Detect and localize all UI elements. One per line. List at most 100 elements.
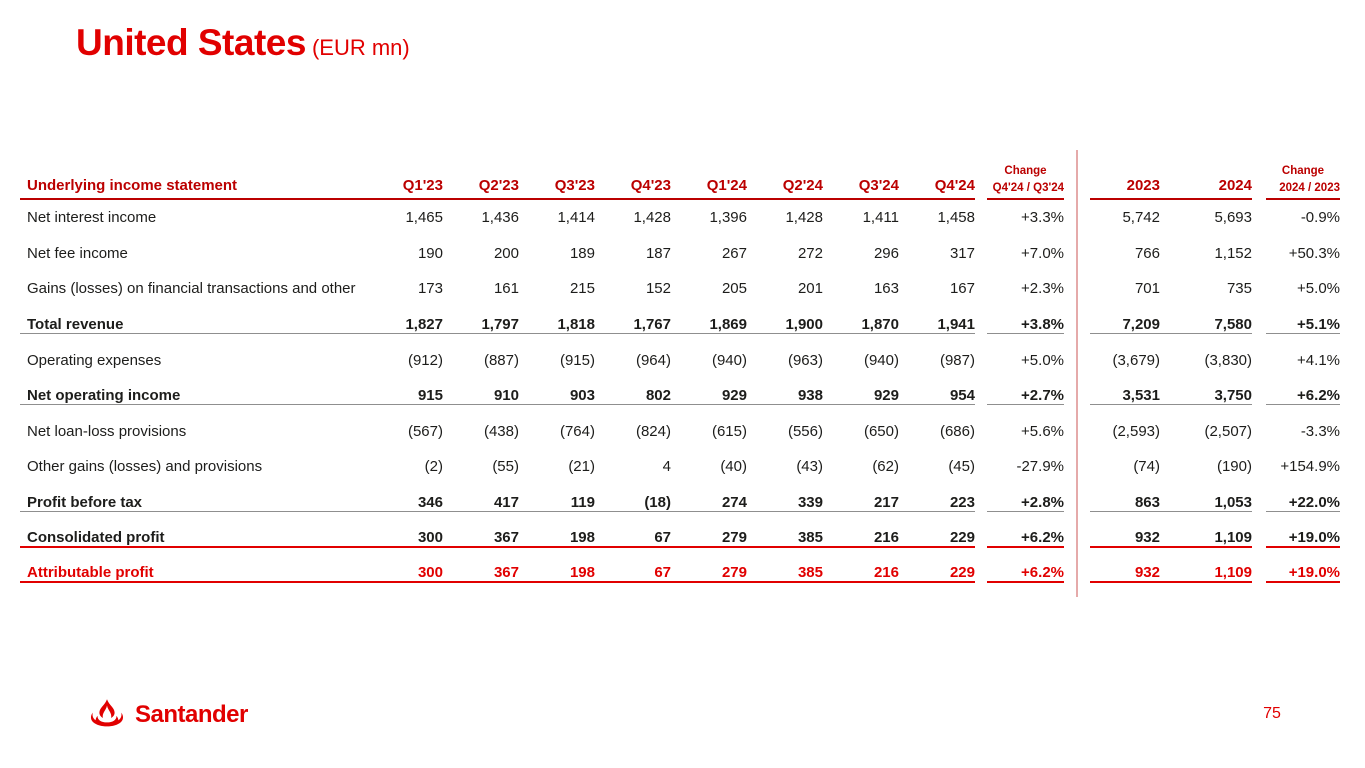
cell-value: 735 xyxy=(1226,280,1252,298)
cell-value: 863 xyxy=(1090,494,1160,512)
table-body: Net interest income 1,465 1,436 1,414 1,428 1… xyxy=(20,200,1340,592)
cell-value: 272 xyxy=(797,244,823,262)
cell-value: (190) xyxy=(1216,458,1252,476)
page-title-text: United States xyxy=(76,22,306,63)
cell-label: Total revenue xyxy=(20,316,367,334)
cell-value: 215 xyxy=(569,280,595,298)
cell-value: +19.0% xyxy=(1266,529,1340,548)
cell-value: 1,465 xyxy=(405,209,443,227)
cell-value: +2.8% xyxy=(987,494,1064,512)
cell-value: 300 xyxy=(367,564,443,584)
cell-value: 7,580 xyxy=(1160,316,1252,334)
cell-value: 152 xyxy=(645,280,671,298)
cell-value: 300 xyxy=(367,529,443,548)
cell-value: +2.7% xyxy=(987,387,1064,405)
cell-value: +50.3% xyxy=(1288,244,1340,262)
cell-value: 903 xyxy=(519,387,595,405)
cell-value: 201 xyxy=(797,280,823,298)
cell-label: Other gains (losses) and provisions xyxy=(27,458,263,476)
cell-value: (940) xyxy=(863,351,899,369)
table-row: Profit before tax 346 417 119 (18) 274 339 217 2… xyxy=(20,485,1340,521)
column-header-quarter: Q2'23 xyxy=(443,177,519,200)
cell-value: (74) xyxy=(1133,458,1160,476)
column-header-year: 2024 xyxy=(1160,177,1252,200)
cell-value: 4 xyxy=(662,458,671,476)
santander-wordmark: Santander xyxy=(135,700,248,728)
cell-value: +3.3% xyxy=(1021,209,1064,227)
table-row: Total revenue 1,827 1,797 1,818 1,767 1,869 1,… xyxy=(20,307,1340,343)
cell-value: 190 xyxy=(417,244,443,262)
cell-value: (21) xyxy=(568,458,595,476)
cell-value: 910 xyxy=(443,387,519,405)
cell-value: +5.0% xyxy=(1297,280,1340,298)
table-row: Other gains (losses) and provisions (2) (5… xyxy=(20,449,1340,485)
change-label: Change xyxy=(1004,165,1047,177)
cell-value: 3,531 xyxy=(1090,387,1160,405)
cell-value: -27.9% xyxy=(1016,458,1064,476)
cell-value: 229 xyxy=(899,529,975,548)
cell-value: 119 xyxy=(519,494,595,512)
cell-value: 205 xyxy=(721,280,747,298)
cell-value: 701 xyxy=(1134,280,1160,298)
cell-value: (2,593) xyxy=(1112,422,1160,440)
cell-value: 367 xyxy=(443,529,519,548)
cell-value: 915 xyxy=(367,387,443,405)
cell-value: (55) xyxy=(492,458,519,476)
table-row: Net loan-loss provisions (567) (438) (764) (… xyxy=(20,414,1340,450)
vertical-divider xyxy=(1076,150,1078,597)
cell-value: +2.3% xyxy=(1021,280,1064,298)
column-header-quarter: Q4'24 xyxy=(899,177,975,200)
cell-value: -3.3% xyxy=(1300,422,1340,440)
cell-value: 198 xyxy=(519,564,595,584)
cell-value: (62) xyxy=(872,458,899,476)
cell-value: 161 xyxy=(493,280,519,298)
change-sublabel: 2024 / 2023 xyxy=(1279,182,1340,194)
cell-value: 189 xyxy=(569,244,595,262)
cell-value: +154.9% xyxy=(1280,458,1340,476)
cell-value: +5.6% xyxy=(1021,422,1064,440)
cell-value: 279 xyxy=(671,564,747,584)
page-number: 75 xyxy=(1263,705,1281,722)
cell-value: 1,900 xyxy=(747,316,823,334)
cell-label: Operating expenses xyxy=(27,351,162,369)
cell-value: 187 xyxy=(645,244,671,262)
cell-label: Consolidated profit xyxy=(20,529,367,548)
cell-value: 1,870 xyxy=(823,316,899,334)
cell-value: 217 xyxy=(823,494,899,512)
cell-value: 1,428 xyxy=(633,209,671,227)
table-row: Net interest income 1,465 1,436 1,414 1,428 1… xyxy=(20,200,1340,236)
cell-value: (987) xyxy=(939,351,975,369)
table-row: Operating expenses (912) (887) (915) (964) (9… xyxy=(20,342,1340,378)
table-header-row: Underlying income statement Q1'23 Q2'23 … xyxy=(20,152,1340,200)
cell-value: +3.8% xyxy=(987,316,1064,334)
cell-value: 5,742 xyxy=(1122,209,1160,227)
flame-icon xyxy=(90,699,124,727)
cell-value: 198 xyxy=(519,529,595,548)
cell-value: 1,396 xyxy=(709,209,747,227)
cell-value: (438) xyxy=(483,422,519,440)
cell-value: +4.1% xyxy=(1297,351,1340,369)
cell-value: 954 xyxy=(899,387,975,405)
page-title-unit: (EUR mn) xyxy=(311,35,410,60)
spacer xyxy=(975,196,987,200)
cell-value: (824) xyxy=(635,422,671,440)
cell-value: (915) xyxy=(559,351,595,369)
cell-value: +5.0% xyxy=(1021,351,1064,369)
cell-value: 5,693 xyxy=(1214,209,1252,227)
cell-value: (43) xyxy=(796,458,823,476)
cell-value: +7.0% xyxy=(1021,244,1064,262)
cell-value: 385 xyxy=(747,564,823,584)
column-header-change-quarter: Change Q4'24 / Q3'24 xyxy=(987,165,1064,200)
cell-value: 229 xyxy=(899,564,975,584)
cell-value: 1,053 xyxy=(1160,494,1252,512)
income-statement-table: Underlying income statement Q1'23 Q2'23 … xyxy=(20,150,1340,597)
cell-label: Attributable profit xyxy=(20,564,367,584)
cell-value: 274 xyxy=(671,494,747,512)
table-row: Gains (losses) on financial transactions… xyxy=(20,271,1340,307)
cell-value: 1,152 xyxy=(1214,244,1252,262)
cell-value: +6.2% xyxy=(987,529,1064,548)
cell-value: (40) xyxy=(720,458,747,476)
cell-value: 296 xyxy=(873,244,899,262)
cell-value: 1,436 xyxy=(481,209,519,227)
cell-value: 1,109 xyxy=(1160,529,1252,548)
